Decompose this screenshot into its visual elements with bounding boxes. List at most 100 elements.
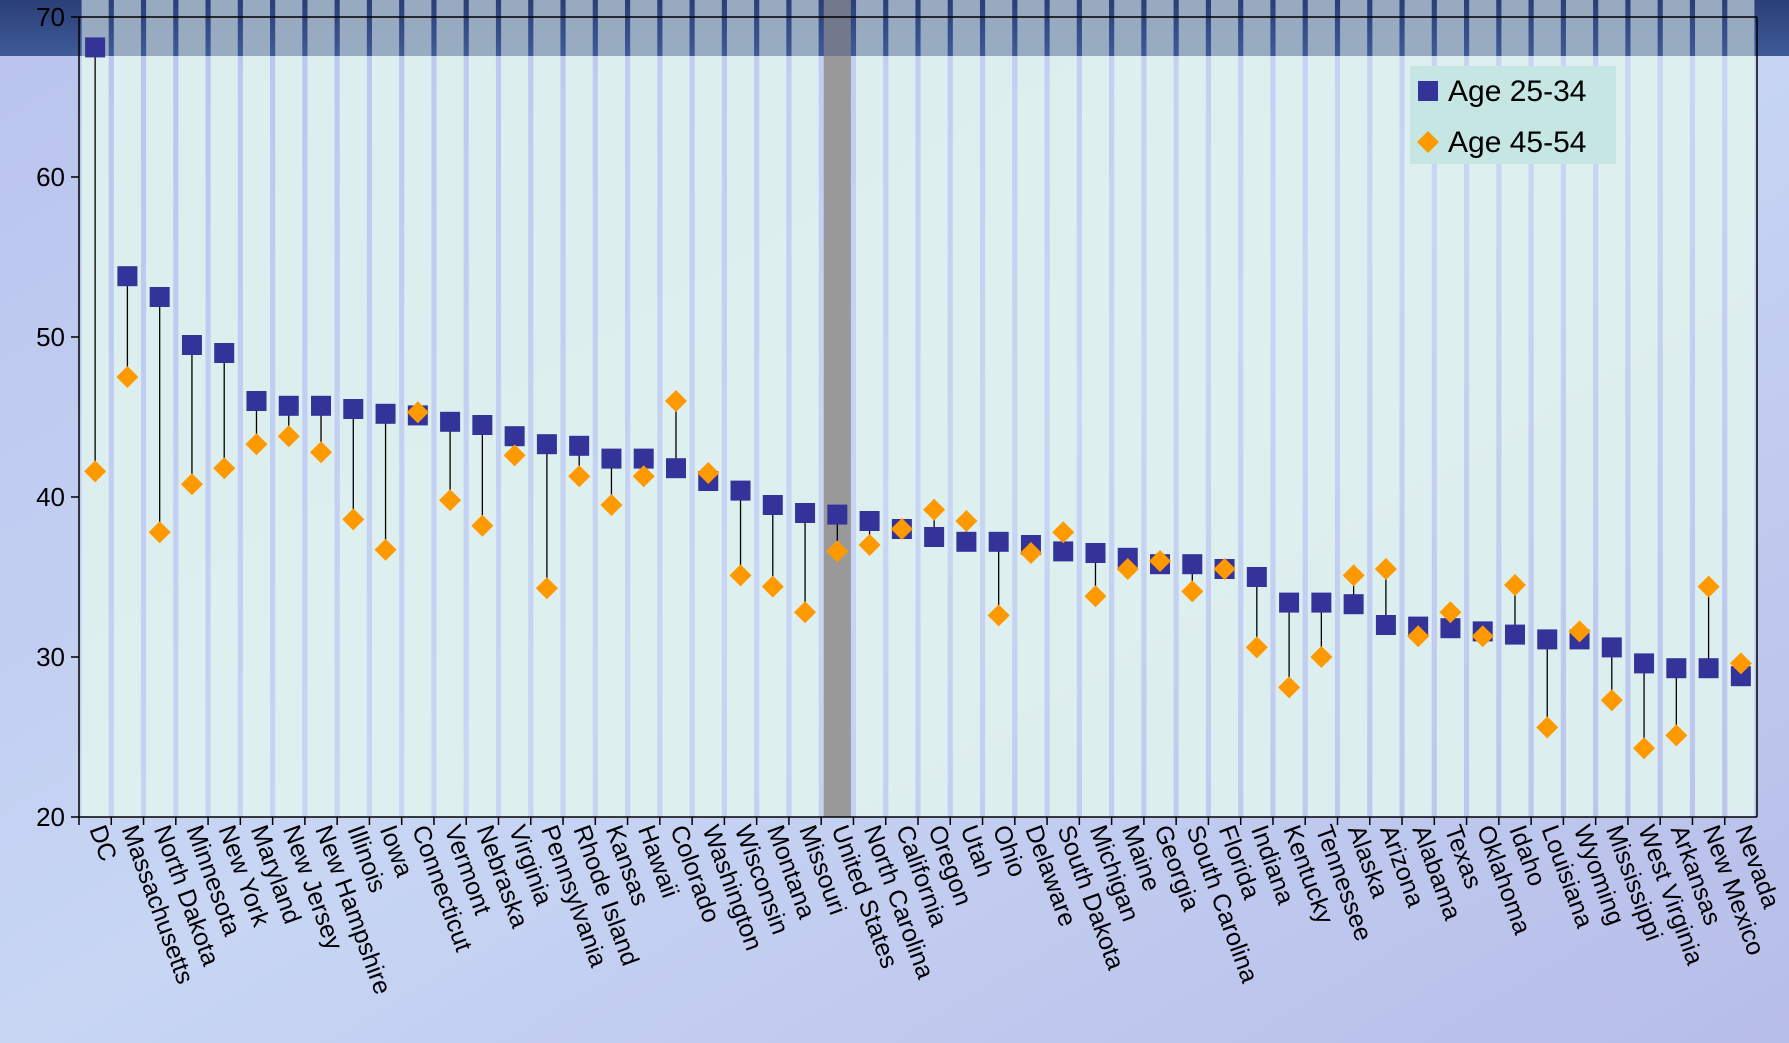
point [374,538,397,561]
point [761,575,784,598]
point [1117,547,1138,568]
point [664,390,687,412]
point [988,531,1009,552]
stripe [985,0,1013,817]
point [375,403,396,424]
point [1019,542,1042,564]
point [149,287,170,307]
point [1245,636,1268,659]
point [1633,737,1656,760]
point [1374,558,1397,580]
point [1537,629,1558,650]
stripe [630,0,658,817]
point [1052,521,1075,544]
point [1053,541,1074,562]
point [406,401,429,424]
stripe [1695,0,1723,817]
point [1471,625,1494,648]
point [987,604,1010,627]
point [730,480,751,501]
point [601,448,622,469]
y-tick-label: 20 [36,802,65,832]
point [1665,724,1688,747]
point [116,366,139,388]
point [697,462,720,484]
stripe [436,0,464,817]
legend-label: Age 45-54 [1448,126,1586,159]
point [536,434,557,455]
point [1730,666,1751,687]
y-tick-label: 30 [36,642,65,672]
point [439,489,462,512]
point [890,518,913,540]
point [277,425,300,448]
y-tick-label: 50 [36,322,65,352]
point [1568,620,1591,643]
point [1375,615,1396,635]
point [729,564,752,587]
point [245,433,268,456]
stripe [1081,0,1110,817]
stripe [1340,0,1368,817]
stripe [1372,0,1400,817]
point [180,473,203,496]
point [213,457,236,480]
point [1310,646,1333,668]
point [214,343,235,363]
point [117,266,138,287]
point [956,531,977,552]
stripe [856,0,884,817]
point [1600,689,1623,712]
stripe [1211,0,1239,817]
point [84,460,107,483]
y-tick-label: 70 [36,2,65,32]
stripe [1307,0,1335,817]
stripe [1243,0,1271,817]
point [1342,564,1365,587]
point [1666,658,1687,679]
point [1246,567,1267,587]
point [827,504,848,525]
point [343,399,364,419]
legend-box [1410,66,1616,164]
point [633,448,654,469]
point [1181,580,1204,603]
point [955,510,978,532]
legend-marker [1417,131,1439,153]
point [1504,624,1525,645]
point [600,494,623,516]
point [794,601,817,624]
point [1697,575,1720,598]
point [1698,658,1719,679]
stripe [920,0,948,817]
stripe [1178,0,1206,817]
stripe [694,0,722,817]
point [85,37,106,58]
point [181,335,202,355]
point [762,495,783,515]
point [471,514,494,537]
top-band-overlay [0,0,1789,56]
point [1279,592,1300,613]
point [924,527,945,547]
legend-label: Age 25-34 [1448,75,1586,108]
point [1439,601,1462,624]
point [1085,543,1106,563]
point [665,458,686,479]
stripe [533,0,561,817]
point [472,415,493,435]
point [1278,676,1301,699]
stripe [501,0,529,817]
point [311,395,332,416]
stripe [565,0,593,817]
point [1503,574,1526,596]
point [246,391,267,411]
point [1440,618,1461,639]
point [1343,594,1364,615]
stripe [468,0,496,817]
point [923,498,946,521]
point [1182,554,1203,575]
point [1601,637,1622,658]
stripe [791,0,819,817]
stripe [1049,0,1077,817]
